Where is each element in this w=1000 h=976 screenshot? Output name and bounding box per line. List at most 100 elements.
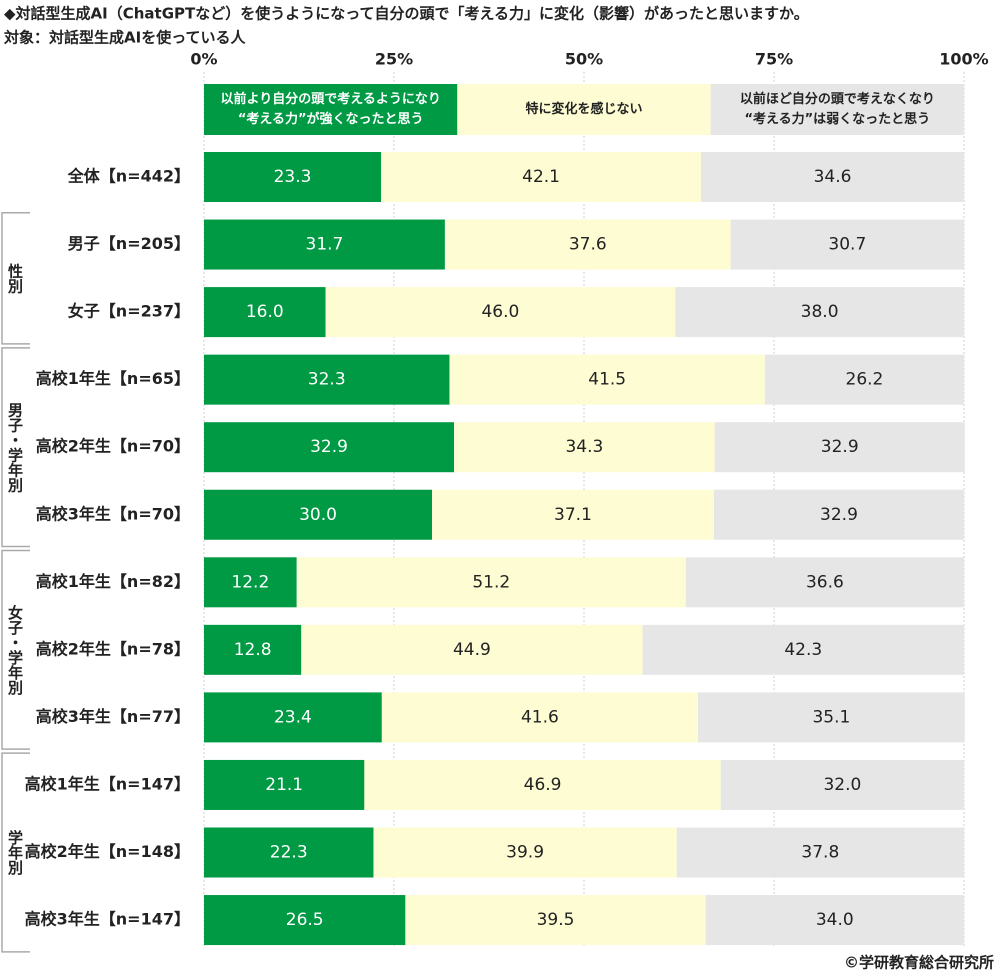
data-label: 12.2 [231,572,269,592]
x-tick-label: 100% [939,50,988,69]
bar-segment [444,219,731,270]
bar-segment [714,422,965,473]
legend-label: “考える力”が強くなったと思う [238,111,424,127]
data-label: 32.3 [308,370,346,390]
bar-segment [204,557,297,608]
data-label: 42.3 [784,640,822,660]
y-tick-label: 高校1年生【n=82】 [36,572,190,591]
y-tick-label: 男子【n=205】 [68,234,190,253]
bar-segment [698,692,965,743]
legend-label: 以前ほど自分の頭で考えなくなり [740,91,935,107]
y-tick-label: 高校1年生【n=147】 [25,774,190,793]
data-label: 41.5 [588,370,626,390]
bar-segment [204,287,326,338]
data-label: 30.0 [299,505,337,525]
data-label: 44.9 [453,640,491,660]
data-label: 36.6 [806,572,844,592]
group-bracket [1,212,30,345]
bar-segment [720,759,964,810]
data-label: 39.5 [537,910,575,930]
data-label: 16.0 [246,302,284,322]
bar-segment [381,692,698,743]
x-tick-label: 50% [565,50,603,69]
bar-segment [204,422,455,473]
chart-title: ◆対話型生成AI（ChatGPTなど）を使うようになって自分の頭で「考える力」に… [4,5,809,23]
bar-segment [204,895,406,946]
bar-segment [301,624,643,675]
data-label: 32.0 [823,775,861,795]
y-tick-label: 高校3年生【n=70】 [36,504,190,523]
data-label: 37.6 [569,235,607,255]
y-tick-label: 女子【n=237】 [68,302,190,321]
data-label: 12.8 [234,640,272,660]
group-label: 学年別 [6,829,24,876]
bar-segment [675,287,964,338]
bar-segment [432,489,714,540]
data-label: 26.2 [846,370,884,390]
chart-subtitle: 対象：対話型生成AIを使っている人 [3,29,246,47]
y-tick-label: 高校3年生【n=147】 [25,910,190,929]
legend-swatch [457,84,711,135]
data-label: 35.1 [812,707,850,727]
bar-segment [204,759,365,810]
source: ©学研教育総合研究所 [844,954,994,972]
group-bracket [1,549,30,750]
data-label: 23.4 [274,707,312,727]
bar-segment [204,354,450,405]
y-tick-label: 高校1年生【n=65】 [36,369,190,388]
bar-segment [204,692,382,743]
legend-swatch [204,84,458,135]
bar-segment [730,219,964,270]
y-tick-label: 高校2年生【n=70】 [36,437,190,456]
bar-segment [204,489,432,540]
y-tick-label: 高校2年生【n=78】 [36,639,190,658]
data-label: 30.7 [828,235,866,255]
group-bracket [1,752,30,953]
legend-label: 以前より自分の頭で考えるようになり [220,91,440,107]
data-label: 31.7 [306,235,344,255]
data-label: 32.9 [821,437,859,457]
data-label: 41.6 [521,707,559,727]
y-tick-label: 高校2年生【n=148】 [25,842,190,861]
data-label: 32.9 [820,505,858,525]
data-label: 21.1 [265,775,303,795]
x-tick-label: 25% [375,50,413,69]
legend-label: 特に変化を感じない [525,101,642,117]
bar-segment [405,895,706,946]
data-label: 38.0 [801,302,839,322]
bar-segment [325,287,676,338]
bar-segment [296,557,686,608]
bar-segment [454,422,715,473]
y-tick-label: 全体【n=442】 [67,167,190,186]
data-label: 23.3 [274,167,312,187]
group-bracket [1,347,30,548]
data-label: 34.0 [816,910,854,930]
data-label: 32.9 [310,437,348,457]
data-label: 46.0 [481,302,519,322]
bar-segment [642,624,964,675]
bar-segment [676,827,964,878]
bar-segment [764,354,964,405]
bar-segment [685,557,964,608]
data-label: 26.5 [286,910,324,930]
data-label: 51.2 [472,572,510,592]
group-label: 性別 [6,263,24,295]
bar-segment [204,827,374,878]
group-label: 女子・学年別 [6,604,24,696]
data-label: 34.6 [814,167,852,187]
y-tick-label: 高校3年生【n=77】 [36,707,190,726]
bar-segment [364,759,721,810]
bar-segment [705,895,964,946]
data-label: 37.1 [554,505,592,525]
bar-segment [373,827,677,878]
data-label: 34.3 [565,437,603,457]
bar-segment [204,152,382,202]
legend-label: “考える力”は弱くなったと思う [744,111,930,127]
bar-segment [204,624,302,675]
data-label: 37.8 [801,843,839,863]
x-tick-label: 75% [755,50,793,69]
bar-segment [204,219,445,270]
bar-segment [381,152,702,202]
bar-segment [713,489,964,540]
